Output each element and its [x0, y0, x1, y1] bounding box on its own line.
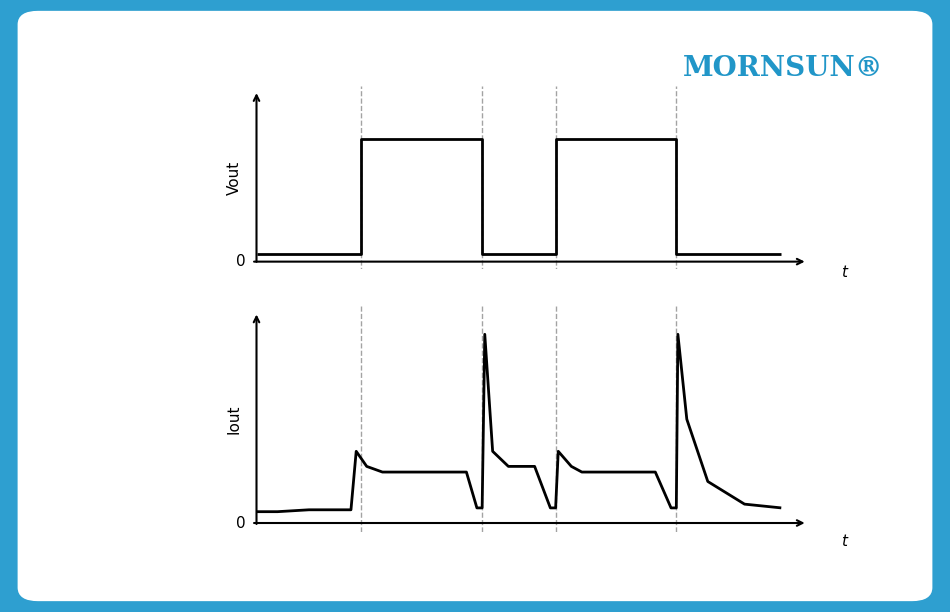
- Text: MORNSUN®: MORNSUN®: [683, 55, 884, 82]
- Text: t: t: [841, 534, 846, 549]
- Text: 0: 0: [237, 254, 246, 269]
- Text: Vout: Vout: [227, 160, 242, 195]
- Text: 0: 0: [237, 515, 246, 531]
- FancyBboxPatch shape: [19, 12, 931, 600]
- Text: Iout: Iout: [227, 405, 242, 434]
- Text: t: t: [841, 266, 846, 280]
